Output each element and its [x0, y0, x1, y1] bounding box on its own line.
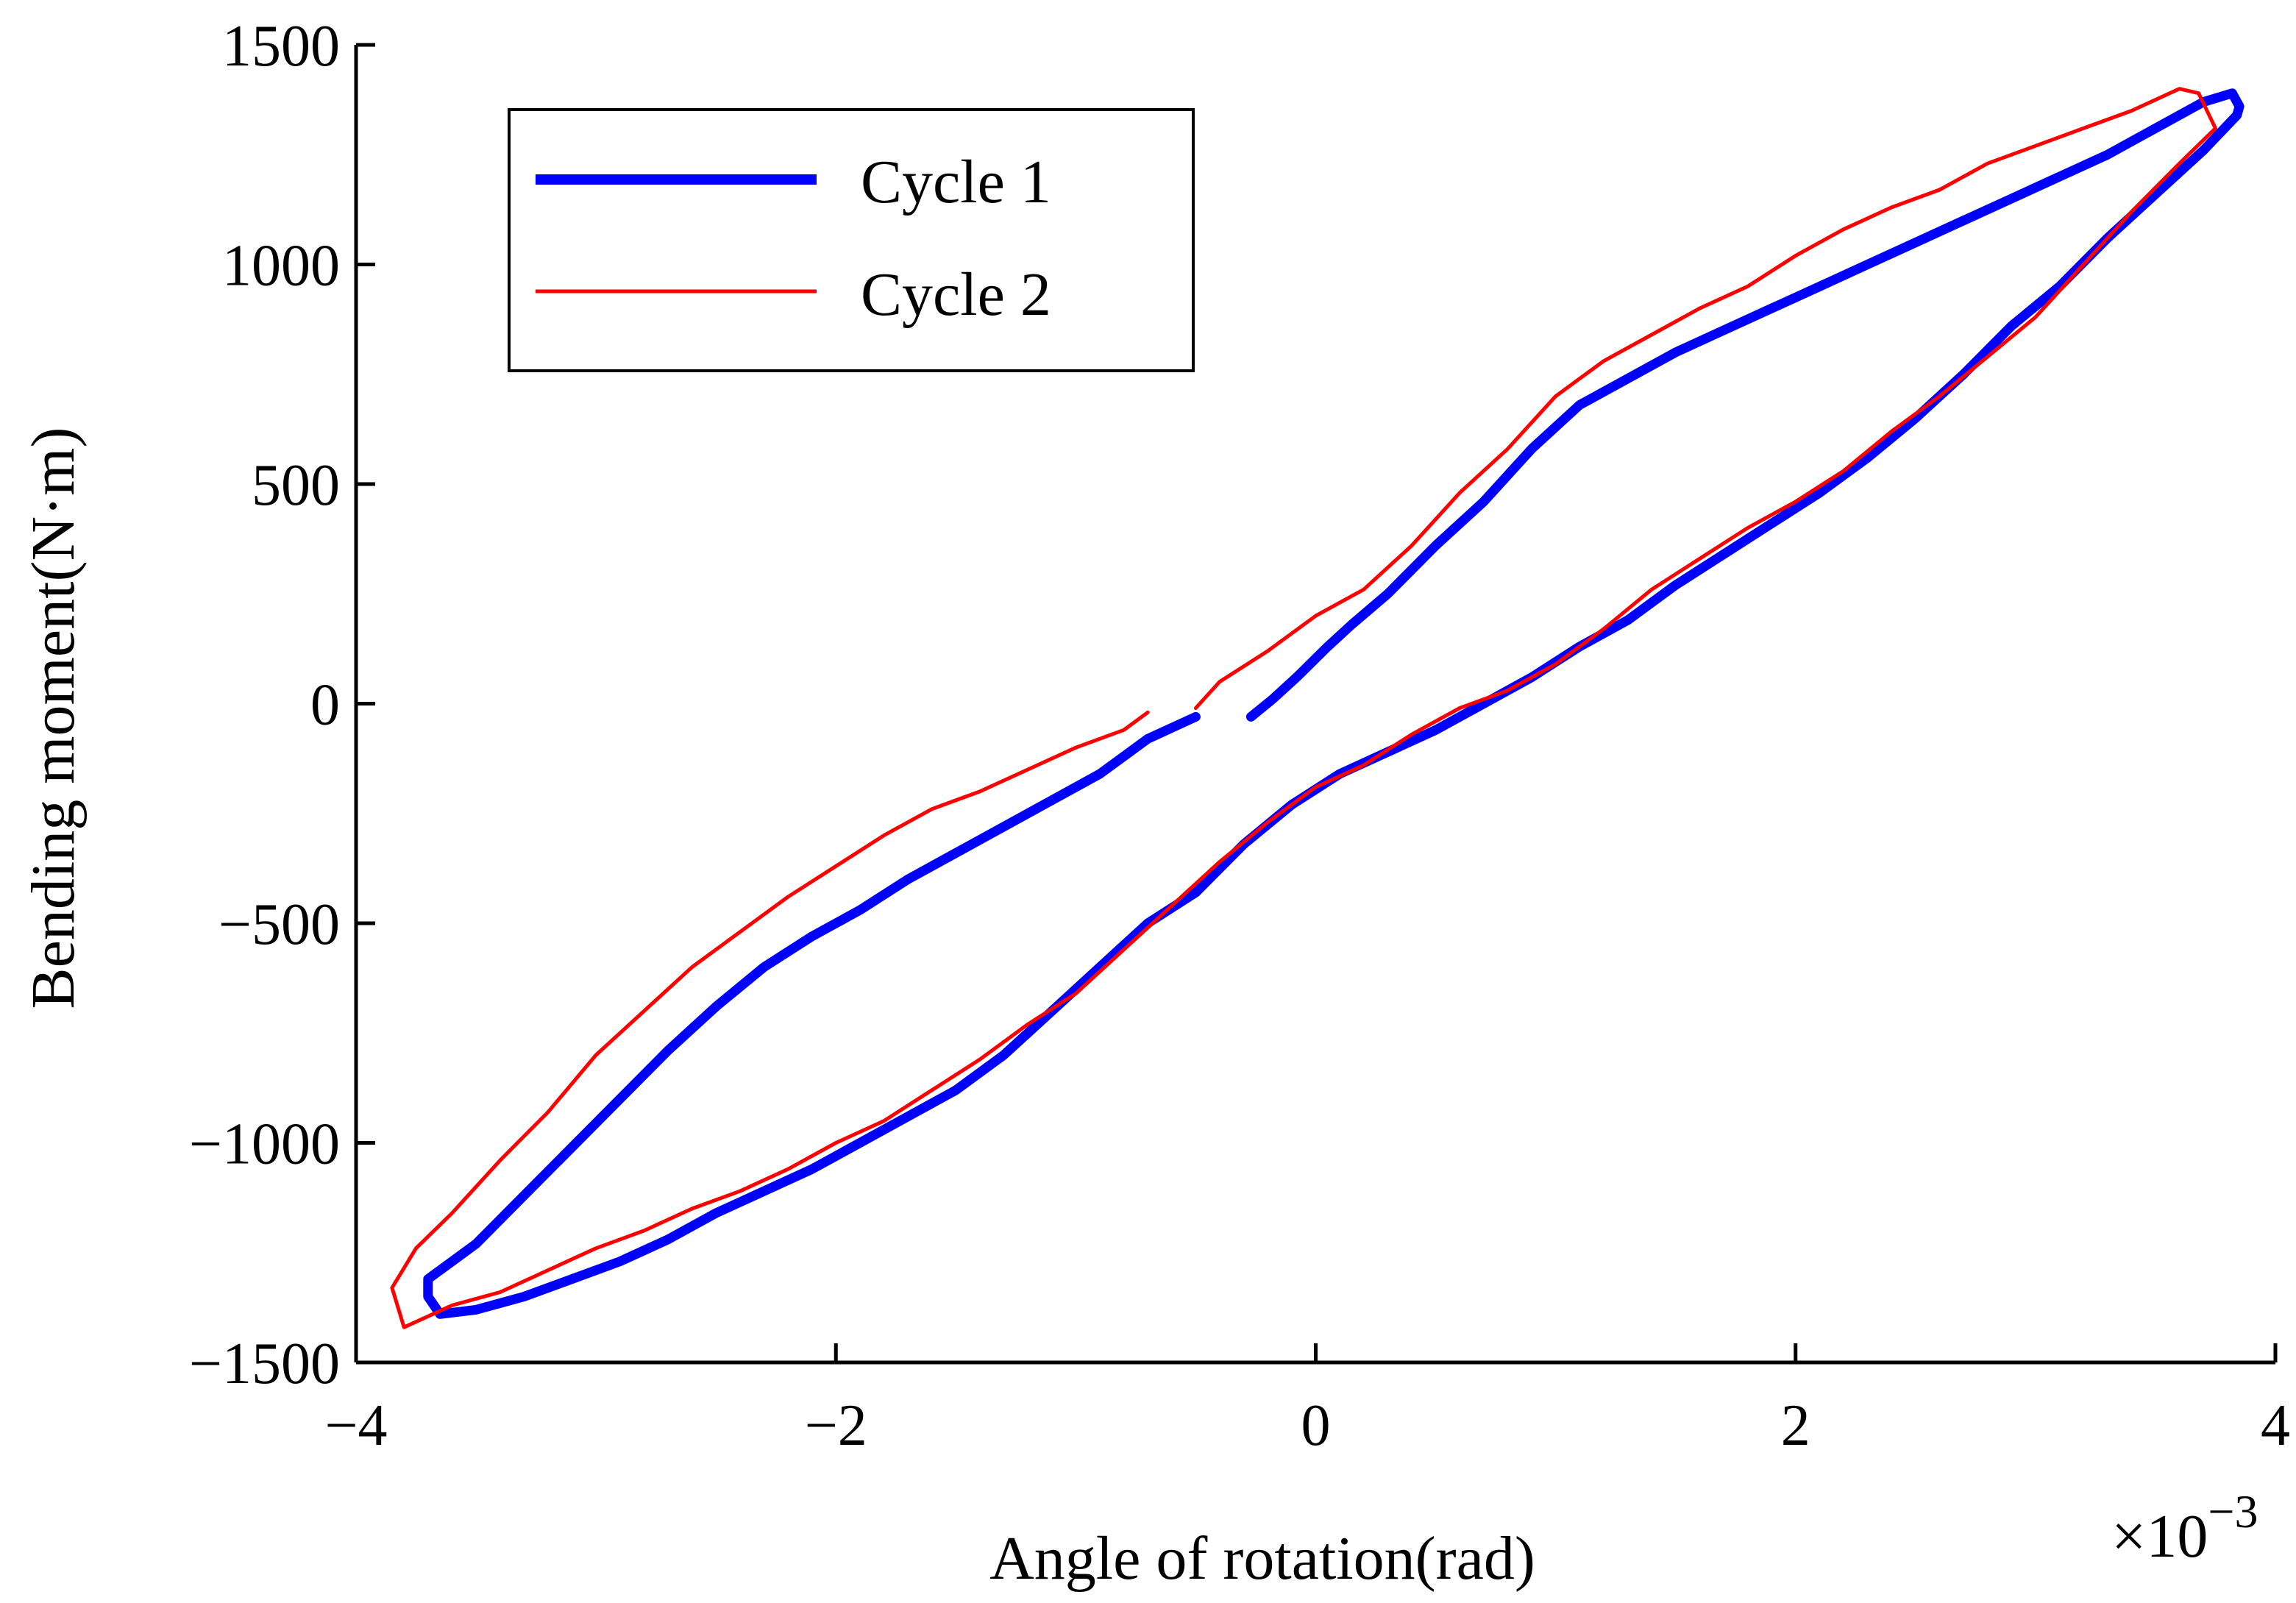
series-line-cycle-2 — [390, 87, 2217, 1329]
y-axis-title: Bending moment(N·m) — [19, 427, 88, 1009]
y-tick-label: −1500 — [189, 1332, 340, 1396]
y-ticks: −1500 −1000 −500 0 500 1000 1500 — [189, 14, 375, 1396]
y-tick-label: −500 — [218, 892, 340, 957]
x-tick-label: 0 — [1301, 1393, 1331, 1458]
x-tick-label: −2 — [805, 1393, 867, 1458]
y-tick-label: −1000 — [189, 1112, 340, 1177]
x-axis-multiplier: ×10−3 — [2111, 1485, 2258, 1571]
x-tick-label: 2 — [1781, 1393, 1810, 1458]
series-layer — [390, 87, 2245, 1329]
x-ticks: −4 −2 0 2 4 — [324, 1343, 2290, 1458]
y-tick-label: 500 — [252, 453, 340, 518]
legend: Cycle 1 Cycle 2 — [508, 108, 1195, 372]
y-tick-label: 1500 — [222, 14, 340, 79]
y-tick-label: 0 — [310, 673, 340, 738]
legend-label-cycle-2: Cycle 2 — [861, 260, 1051, 329]
x-tick-label: 4 — [2261, 1393, 2290, 1458]
x-axis-title: Angle of rotation(rad) — [989, 1524, 1535, 1593]
x-axis-multiplier-exponent: −3 — [2208, 1485, 2258, 1538]
x-tick-label: −4 — [324, 1393, 387, 1458]
legend-label-cycle-1: Cycle 1 — [861, 148, 1051, 216]
y-tick-label: 1000 — [222, 234, 340, 299]
legend-box — [508, 108, 1195, 372]
